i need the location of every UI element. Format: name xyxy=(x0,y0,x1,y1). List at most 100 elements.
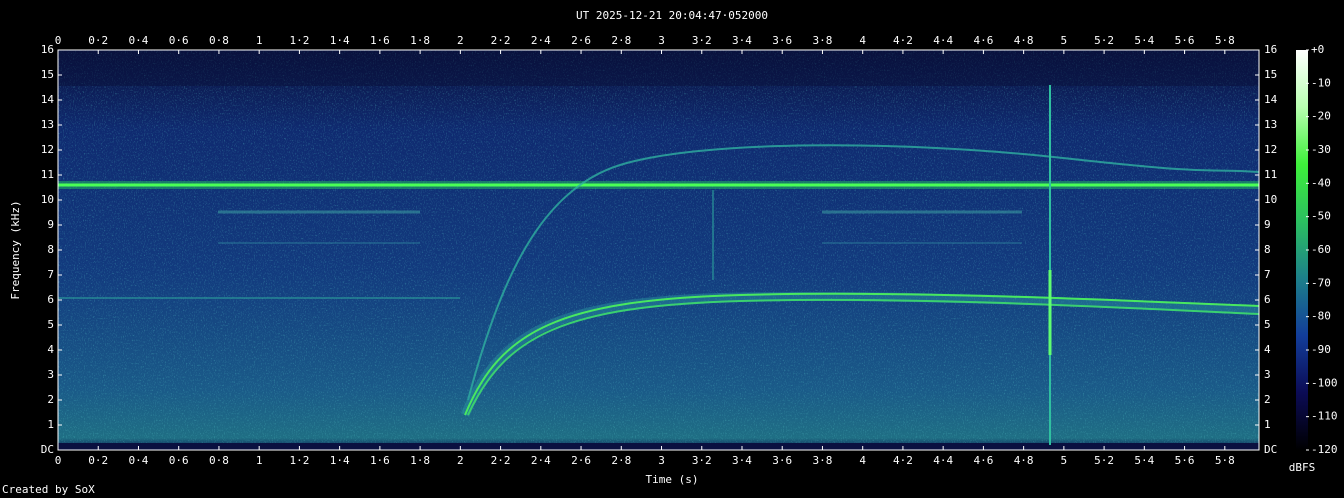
colorbar-tick-label: -80 xyxy=(1311,310,1331,323)
x-tick-label: 5·6 xyxy=(1175,454,1195,467)
dc-band xyxy=(58,443,1259,450)
colorbar-label: dBFS xyxy=(1289,461,1316,474)
y-tick-label-right: 4 xyxy=(1264,343,1271,356)
x-tick-label-top: 1·8 xyxy=(410,34,430,47)
spectrogram-image xyxy=(58,50,1260,450)
y-tick-label-right: 2 xyxy=(1264,393,1271,406)
y-tick-label-right: 8 xyxy=(1264,243,1271,256)
x-tick-label: 0·6 xyxy=(169,454,189,467)
x-tick-label-top: 4·6 xyxy=(973,34,993,47)
y-axis-label: Frequency (kHz) xyxy=(9,200,22,299)
x-tick-label: 5·2 xyxy=(1094,454,1114,467)
x-tick-label-top: 5·2 xyxy=(1094,34,1114,47)
colorbar-tick-label: -30 xyxy=(1311,143,1331,156)
x-tick-label-top: 2 xyxy=(457,34,464,47)
x-tick-label-top: 3·4 xyxy=(732,34,752,47)
colorbar-tick-label: -110 xyxy=(1311,410,1338,423)
colorbar-tick-label: -90 xyxy=(1311,343,1331,356)
x-tick-label: 0·2 xyxy=(88,454,108,467)
x-tick-label: 3·4 xyxy=(732,454,752,467)
x-axis-label: Time (s) xyxy=(646,473,699,486)
y-tick-label: 4 xyxy=(47,343,54,356)
y-tick-label: 13 xyxy=(41,118,54,131)
x-tick-label-top: 5·8 xyxy=(1215,34,1235,47)
y-tick-label-right: 16 xyxy=(1264,43,1277,56)
upper-chirp xyxy=(467,144,1260,401)
x-tick-label-top: 5·6 xyxy=(1175,34,1195,47)
x-tick-label: 2·4 xyxy=(531,454,551,467)
x-tick-label-top: 1·2 xyxy=(289,34,309,47)
x-tick-label: 1·2 xyxy=(289,454,309,467)
y-tick-label: 7 xyxy=(47,268,54,281)
x-tick-label: 4·6 xyxy=(973,454,993,467)
colorbar-tick-label: -20 xyxy=(1311,110,1331,123)
y-tick-label-right: 6 xyxy=(1264,293,1271,306)
colorbar-tick-label: -40 xyxy=(1311,176,1331,189)
x-tick-label: 1·4 xyxy=(330,454,350,467)
colorbar-tick-label: -70 xyxy=(1311,276,1331,289)
x-tick-label: 3 xyxy=(658,454,665,467)
x-tick-label: 3·6 xyxy=(772,454,792,467)
x-tick-label-top: 4·4 xyxy=(933,34,953,47)
x-tick-label: 2·6 xyxy=(571,454,591,467)
x-tick-label: 4·8 xyxy=(1014,454,1034,467)
x-tick-label: 2·2 xyxy=(491,454,511,467)
y-tick-label: 16 xyxy=(41,43,54,56)
lower-chirp xyxy=(467,298,1260,416)
x-tick-label-top: 5 xyxy=(1061,34,1068,47)
x-tick-label: 3·8 xyxy=(813,454,833,467)
top-band xyxy=(58,50,1259,86)
y-tick-label: 12 xyxy=(41,143,54,156)
x-tick-label-top: 5·4 xyxy=(1134,34,1154,47)
y-tick-label: 1 xyxy=(47,418,54,431)
y-tick-label: 5 xyxy=(47,318,54,331)
colorbar-tick-label: -50 xyxy=(1311,210,1331,223)
x-tick-label-top: 0 xyxy=(55,34,62,47)
y-tick-label-right: 14 xyxy=(1264,93,1278,106)
y-tick-label: 11 xyxy=(41,168,54,181)
y-tick-label: 8 xyxy=(47,243,54,256)
y-tick-label-right: 3 xyxy=(1264,368,1271,381)
x-tick-label: 2·8 xyxy=(611,454,631,467)
colorbar-tick-label: +0 xyxy=(1311,43,1324,56)
x-tick-label-top: 1 xyxy=(256,34,263,47)
y-tick-label: 3 xyxy=(47,368,54,381)
colorbar xyxy=(1296,50,1308,450)
x-tick-label-top: 0·2 xyxy=(88,34,108,47)
footer: Created by SoX xyxy=(2,483,95,496)
x-tick-label: 1 xyxy=(256,454,263,467)
chart-title: UT 2025-12-21 20:04:47·052000 xyxy=(576,9,768,22)
x-tick-label: 4·2 xyxy=(893,454,913,467)
y-tick-label-right: 11 xyxy=(1264,168,1277,181)
y-tick-label-right: 1 xyxy=(1264,418,1271,431)
y-tick-label-right: 12 xyxy=(1264,143,1277,156)
y-tick-label-right: 10 xyxy=(1264,193,1277,206)
x-tick-label-top: 3·2 xyxy=(692,34,712,47)
y-tick-label: 9 xyxy=(47,218,54,231)
x-tick-label-top: 4·8 xyxy=(1014,34,1034,47)
x-tick-label: 5·8 xyxy=(1215,454,1235,467)
x-tick-label: 4·4 xyxy=(933,454,953,467)
x-tick-label-top: 4·2 xyxy=(893,34,913,47)
y-tick-label-right: DC xyxy=(1264,443,1277,456)
x-tick-label-top: 0·8 xyxy=(209,34,229,47)
x-tick-label-top: 1·4 xyxy=(330,34,350,47)
lower-chirp xyxy=(464,292,1260,416)
x-tick-label: 1·6 xyxy=(370,454,390,467)
x-tick-label-top: 4 xyxy=(859,34,866,47)
y-tick-label-right: 5 xyxy=(1264,318,1271,331)
y-tick-label: 15 xyxy=(41,68,54,81)
x-tick-label: 3·2 xyxy=(692,454,712,467)
colorbar-tick-label: -100 xyxy=(1311,376,1338,389)
x-tick-label-top: 3 xyxy=(658,34,665,47)
y-tick-label-right: 15 xyxy=(1264,68,1277,81)
y-tick-label-right: 7 xyxy=(1264,268,1271,281)
y-tick-label-right: 9 xyxy=(1264,218,1271,231)
x-tick-label: 0·8 xyxy=(209,454,229,467)
y-tick-label: 14 xyxy=(41,93,55,106)
x-tick-label: 0 xyxy=(55,454,62,467)
y-tick-label: 2 xyxy=(47,393,54,406)
x-tick-label-top: 2·2 xyxy=(491,34,511,47)
x-tick-label: 0·4 xyxy=(129,454,149,467)
x-tick-label-top: 0·4 xyxy=(129,34,149,47)
